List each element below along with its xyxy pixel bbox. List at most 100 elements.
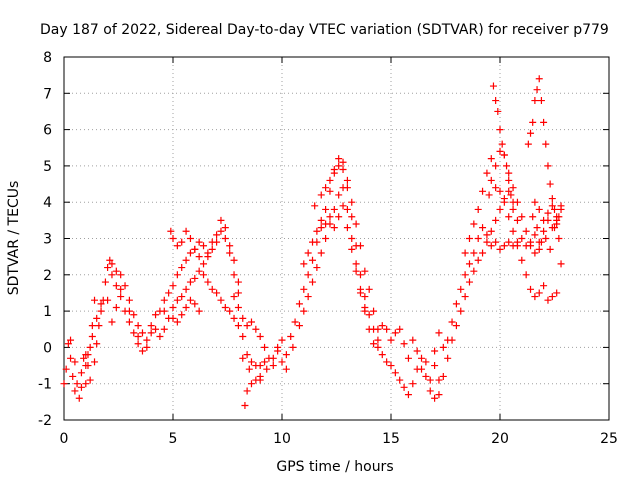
data-point (64, 340, 72, 348)
data-point (537, 97, 545, 105)
data-point (71, 358, 79, 366)
data-points (60, 75, 565, 409)
data-point (505, 176, 513, 184)
data-point (322, 235, 330, 242)
data-point (479, 187, 487, 195)
data-point (330, 224, 338, 232)
data-point (370, 307, 378, 315)
data-point (245, 365, 253, 373)
data-point (243, 387, 251, 395)
data-point (518, 213, 526, 221)
data-point (261, 343, 269, 351)
data-point (182, 227, 190, 235)
data-point (383, 358, 391, 366)
data-point (75, 394, 83, 402)
data-point (509, 227, 517, 235)
data-point (252, 325, 260, 333)
data-point (418, 354, 426, 362)
data-point (452, 300, 460, 308)
data-point (169, 235, 177, 242)
data-point (548, 202, 556, 210)
data-point (335, 155, 343, 163)
data-point (544, 296, 552, 304)
data-point (269, 354, 277, 362)
data-point (134, 333, 142, 341)
data-point (200, 242, 208, 250)
data-point (361, 303, 369, 311)
data-point (104, 264, 112, 272)
y-tick-label: 5 (43, 159, 52, 175)
data-point (112, 303, 120, 311)
data-point (548, 293, 556, 301)
data-point (130, 311, 138, 319)
data-point (356, 242, 364, 250)
data-point (435, 376, 443, 384)
data-point (147, 322, 155, 330)
data-point (182, 285, 190, 293)
data-point (461, 271, 469, 279)
data-point (500, 195, 508, 203)
data-point (243, 322, 251, 330)
data-point (289, 343, 297, 351)
data-point (217, 227, 225, 235)
data-point (234, 322, 242, 330)
data-point (322, 220, 330, 228)
data-point (263, 365, 271, 373)
data-point (278, 358, 286, 366)
data-point (239, 354, 247, 362)
data-point (542, 140, 550, 148)
data-point (117, 271, 125, 279)
data-point (112, 267, 120, 275)
data-point (230, 314, 238, 322)
data-point (492, 97, 500, 105)
data-point (125, 307, 133, 315)
data-point (474, 256, 482, 264)
data-point (88, 322, 96, 330)
data-point (361, 267, 369, 275)
data-point (391, 369, 399, 377)
data-point (226, 249, 234, 257)
data-point (160, 325, 168, 333)
data-point (435, 391, 443, 399)
data-point (234, 289, 242, 297)
data-point (147, 329, 155, 337)
data-point (221, 303, 229, 311)
data-point (527, 129, 535, 137)
data-point (67, 336, 75, 344)
data-point (422, 372, 430, 380)
data-point (352, 267, 360, 275)
data-point (143, 336, 151, 344)
data-point (557, 202, 565, 210)
data-point (160, 307, 168, 315)
data-point (204, 278, 212, 286)
data-point (548, 195, 556, 203)
data-point (531, 293, 539, 301)
x-tick-label: 15 (382, 431, 400, 447)
data-point (167, 227, 175, 235)
y-tick-label: 3 (43, 232, 52, 248)
x-tick-label: 0 (60, 431, 69, 447)
data-point (533, 86, 541, 94)
data-point (73, 380, 81, 388)
data-point (71, 387, 79, 395)
data-point (330, 166, 338, 174)
data-point (522, 227, 530, 235)
data-point (243, 351, 251, 359)
data-point (492, 238, 500, 246)
data-point (169, 314, 177, 322)
data-point (195, 307, 203, 315)
data-point (540, 216, 548, 224)
data-point (474, 235, 482, 242)
data-point (400, 340, 408, 348)
data-point (537, 238, 545, 246)
data-point (396, 325, 404, 333)
data-point (230, 256, 238, 264)
data-point (326, 187, 334, 195)
data-point (496, 147, 504, 155)
data-point (256, 362, 264, 370)
data-point (361, 293, 369, 301)
data-point (112, 282, 120, 290)
data-point (365, 325, 373, 333)
data-point (496, 126, 504, 134)
data-point (465, 235, 473, 242)
